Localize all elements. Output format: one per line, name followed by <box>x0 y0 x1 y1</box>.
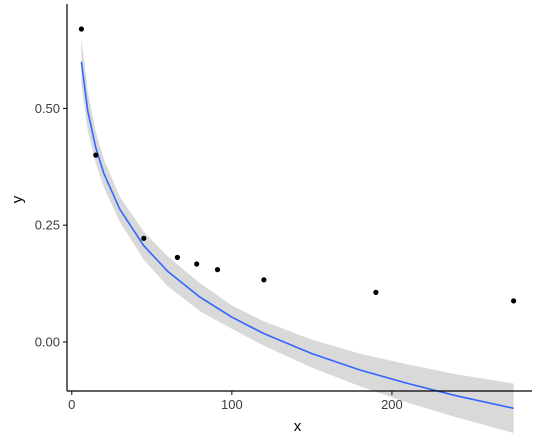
y-tick-label: 0.50 <box>35 101 60 116</box>
data-point <box>510 298 517 304</box>
data-point <box>141 235 147 241</box>
points-layer <box>78 26 517 304</box>
data-point <box>261 277 267 283</box>
data-point <box>214 267 221 273</box>
x-axis-title: x <box>294 418 302 435</box>
x-tick-label: 0 <box>68 397 75 412</box>
data-point <box>373 289 379 295</box>
data-point <box>93 152 99 158</box>
plot-panel <box>78 26 517 434</box>
confidence-band <box>81 38 514 434</box>
data-point <box>194 261 200 267</box>
data-point <box>174 254 180 260</box>
fit-line <box>80 61 514 410</box>
x-tick-label: 100 <box>221 397 243 412</box>
data-point <box>78 26 84 32</box>
x-tick-label: 200 <box>381 397 403 412</box>
y-axis-title: y <box>9 195 26 203</box>
y-tick-label: 0.00 <box>35 334 60 349</box>
y-tick-label: 0.25 <box>35 218 60 233</box>
x-axis-ticks: 0 100 200 <box>68 391 403 412</box>
y-axis-ticks: 0.00 0.25 0.50 <box>35 101 67 349</box>
